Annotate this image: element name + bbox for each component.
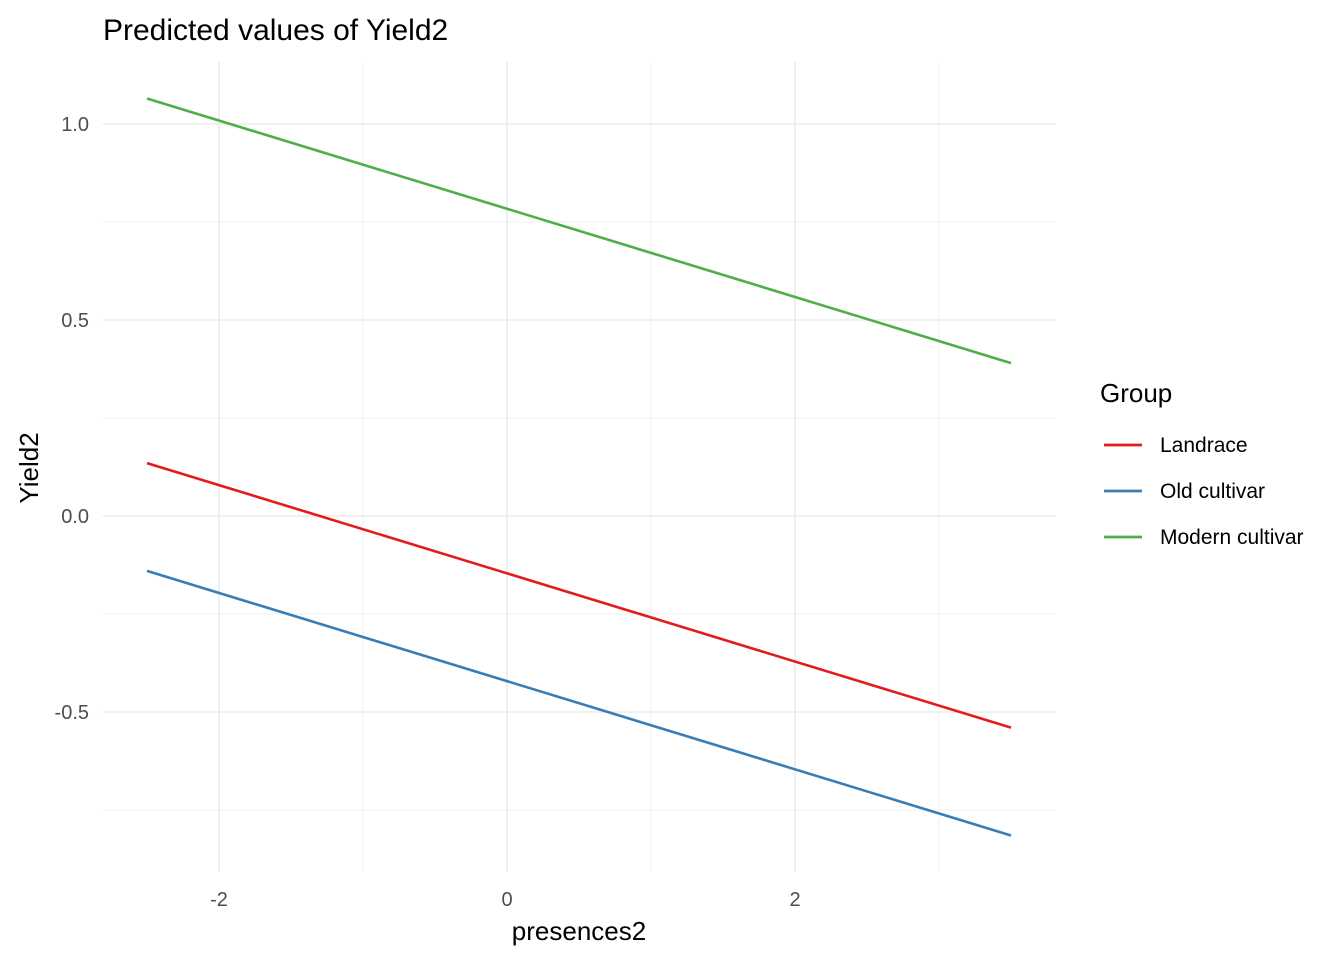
series-group <box>146 97 1012 837</box>
x-tick-labels: -2 0 2 <box>210 889 800 911</box>
legend-items: Landrace Old cultivar Modern cultivar <box>1104 434 1304 549</box>
chart-title: Predicted values of Yield2 <box>103 14 448 47</box>
y-tick-label: 1.0 <box>61 114 89 136</box>
y-tick-labels: -0.5 0.0 0.5 1.0 <box>55 114 89 724</box>
legend-title: Group <box>1100 378 1172 408</box>
y-tick-label: 0.5 <box>61 310 89 332</box>
x-tick-label: 2 <box>789 889 800 911</box>
x-tick-label: 0 <box>501 889 512 911</box>
series-line-landrace <box>146 461 1012 729</box>
x-tick-label: -2 <box>210 889 228 911</box>
legend-label-old-cultivar: Old cultivar <box>1160 480 1265 503</box>
y-tick-label: 0.0 <box>61 506 89 528</box>
grid-major <box>103 62 1056 872</box>
x-axis-title: presences2 <box>512 916 646 946</box>
series-line-modern-cultivar <box>146 97 1012 365</box>
legend: Group Landrace Old cultivar Modern cultiva… <box>1100 378 1304 549</box>
legend-label-modern-cultivar: Modern cultivar <box>1160 526 1304 549</box>
grid-minor <box>103 62 1056 872</box>
y-tick-label: -0.5 <box>55 702 89 724</box>
y-axis-title: Yield2 <box>14 432 44 503</box>
series-line-old-cultivar <box>146 569 1012 837</box>
legend-label-landrace: Landrace <box>1160 434 1248 457</box>
